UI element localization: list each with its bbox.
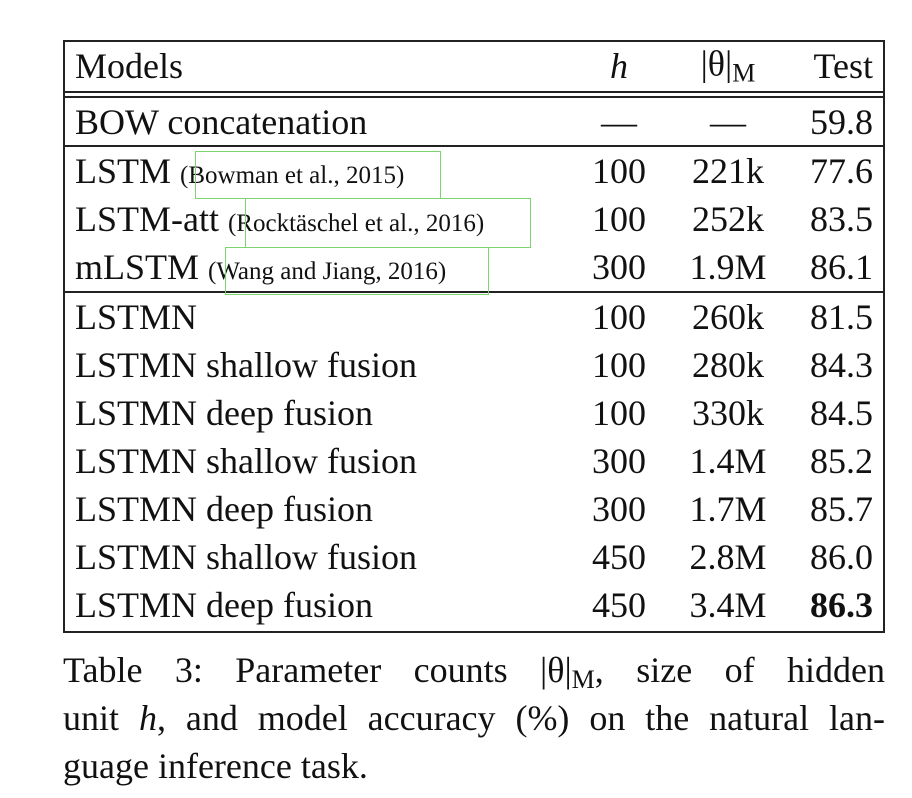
- cell-h: 450: [592, 537, 646, 577]
- cell-params: 221k: [692, 151, 764, 191]
- table-header-row: Models h |θ|M Test: [63, 42, 885, 90]
- cell-h: 300: [592, 247, 646, 287]
- cell-model: LSTMN deep fusion: [75, 393, 373, 433]
- cell-params: 280k: [692, 345, 764, 385]
- cell-model: LSTMN shallow fusion: [75, 345, 417, 385]
- caption-line: guage inference task.: [63, 746, 368, 786]
- cell-model: LSTMN shallow fusion: [75, 537, 417, 577]
- cell-model: LSTMN shallow fusion: [75, 441, 417, 481]
- cell-params: 1.4M: [689, 441, 767, 481]
- cell-h: 300: [592, 489, 646, 529]
- cell-model: BOW concatenation: [75, 102, 368, 142]
- cell-model: LSTMN deep fusion: [75, 489, 373, 529]
- results-table: [63, 40, 885, 633]
- cell-params: 1.9M: [689, 247, 767, 287]
- table-row-lstmn: LSTMN shallow fusion 100 280k 84.3: [63, 341, 885, 389]
- cell-test: 83.5: [810, 199, 873, 239]
- cell-test-best: 86.3: [810, 585, 873, 625]
- cell-h: 100: [592, 393, 646, 433]
- cell-params: 252k: [692, 199, 764, 239]
- lstm-group-rule: [63, 291, 885, 293]
- table-row-lstmn: LSTMN shallow fusion 300 1.4M 85.2: [63, 437, 885, 485]
- caption-line: Table 3: Parameter counts |θ|M, size of …: [63, 650, 885, 694]
- cell-model: mLSTM (Wang and Jiang, 2016): [75, 247, 447, 287]
- cell-params: 330k: [692, 393, 764, 433]
- header-h: h: [610, 46, 628, 86]
- citation: (Rocktäschel et al., 2016): [227, 210, 485, 237]
- cell-h: —: [601, 102, 637, 142]
- cell-model: LSTM (Bowman et al., 2015): [75, 151, 405, 191]
- cell-test: 84.3: [810, 345, 873, 385]
- cell-params: 3.4M: [689, 585, 767, 625]
- cell-test: 59.8: [810, 102, 873, 142]
- cell-test: 77.6: [810, 151, 873, 191]
- table-caption: Table 3: Parameter counts |θ|M, size of …: [63, 646, 885, 790]
- citation: (Bowman et al., 2015): [180, 162, 405, 189]
- cell-h: 100: [592, 151, 646, 191]
- cell-h: 300: [592, 441, 646, 481]
- cell-test: 86.1: [810, 247, 873, 287]
- cell-params: 2.8M: [689, 537, 767, 577]
- cell-h: 450: [592, 585, 646, 625]
- header-params: |θ|M: [700, 43, 756, 88]
- cell-model: LSTMN deep fusion: [75, 585, 373, 625]
- cell-h: 100: [592, 345, 646, 385]
- table-row-lstmn: LSTMN deep fusion 450 3.4M 86.3: [63, 581, 885, 629]
- cell-test: 84.5: [810, 393, 873, 433]
- cell-test: 85.7: [810, 489, 873, 529]
- table-row-lstmn: LSTMN shallow fusion 450 2.8M 86.0: [63, 533, 885, 581]
- citation: (Wang and Jiang, 2016): [208, 258, 447, 285]
- caption-line: unit h, and model accuracy (%) on the na…: [63, 698, 885, 738]
- cell-model: LSTM-att (Rocktäschel et al., 2016): [75, 199, 485, 239]
- cell-test: 86.0: [810, 537, 873, 577]
- header-models: Models: [75, 46, 183, 86]
- header-test: Test: [813, 46, 873, 86]
- baseline-rule: [63, 145, 885, 147]
- cell-test: 81.5: [810, 297, 873, 337]
- cell-h: 100: [592, 199, 646, 239]
- table-row-lstm-att: LSTM-att (Rocktäschel et al., 2016) 100 …: [63, 195, 885, 243]
- table-row-baseline: BOW concatenation — — 59.8: [63, 98, 885, 146]
- table-row-lstmn: LSTMN deep fusion 300 1.7M 85.7: [63, 485, 885, 533]
- table-row-lstmn: LSTMN deep fusion 100 330k 84.5: [63, 389, 885, 437]
- cell-test: 85.2: [810, 441, 873, 481]
- table-row-lstmn: LSTMN 100 260k 81.5: [63, 293, 885, 341]
- cell-params: 260k: [692, 297, 764, 337]
- cell-params: 1.7M: [689, 489, 767, 529]
- table-row-lstm: LSTM (Bowman et al., 2015) 100 221k 77.6: [63, 147, 885, 195]
- header-rule-bottom: [63, 96, 885, 98]
- cell-model: LSTMN: [75, 297, 198, 337]
- cell-h: 100: [592, 297, 646, 337]
- cell-params: —: [710, 102, 746, 142]
- table-row-mlstm: mLSTM (Wang and Jiang, 2016) 300 1.9M 86…: [63, 243, 885, 291]
- header-rule-top: [63, 91, 885, 93]
